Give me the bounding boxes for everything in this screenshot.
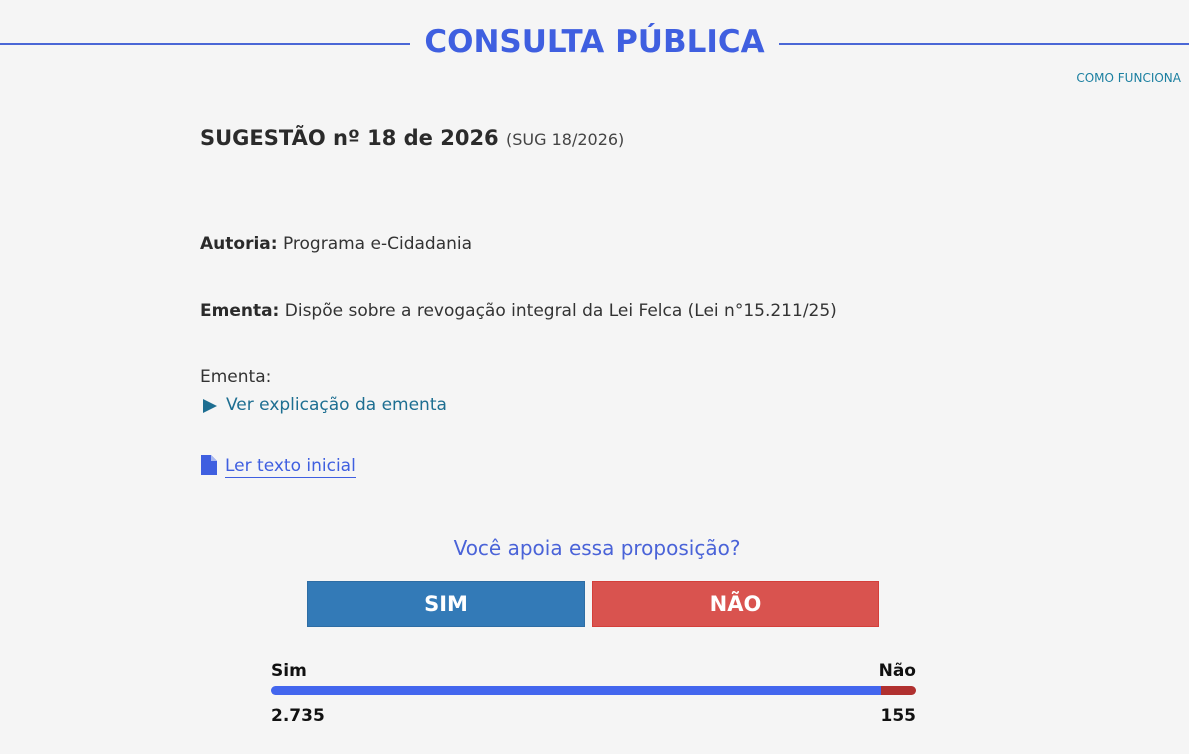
explanation-label: Ementa: — [200, 367, 272, 387]
author: Programa e-Cidadania — [282, 234, 473, 254]
vote-bar — [271, 686, 916, 695]
page-title-text: CONSULTA PÚBLICA — [410, 24, 779, 60]
author-row: Autoria: Programa e-Cidadania — [200, 234, 472, 254]
summary-row: Ementa: Dispõe sobre a revogação integra… — [200, 301, 837, 321]
text-link[interactable]: Ler texto inicial — [225, 456, 356, 478]
no-count: 155 — [880, 706, 917, 726]
vote-segment — [271, 686, 882, 695]
yes-button[interactable]: SIM — [307, 581, 585, 627]
title-rule — [0, 43, 425, 45]
page-title: CONSULTA PÚBLICA — [0, 24, 1189, 60]
vote-segment — [881, 686, 916, 695]
author-label: Autoria: — [200, 234, 278, 254]
summary: Dispõe sobre a revogação integral da Lei… — [284, 301, 837, 321]
help-link[interactable]: COMO FUNCIONA — [1076, 71, 1181, 85]
no-label: Não — [878, 661, 916, 681]
yes-count: 2.735 — [271, 706, 325, 726]
proposal-code: (SUG 18/2026) — [505, 130, 625, 149]
no-button[interactable]: NÃO — [592, 581, 879, 627]
proposal-name: SUGESTÃO nº 18 de 2026 — [200, 126, 499, 150]
proposal-title: SUGESTÃO nº 18 de 2026 (SUG 18/2026) — [200, 126, 624, 150]
summary-label: Ementa: — [200, 301, 280, 321]
explanation-link[interactable]: Ver explicação da ementa — [226, 395, 447, 415]
title-rule — [763, 43, 1189, 45]
expand-icon — [203, 399, 217, 413]
file-icon — [201, 455, 217, 475]
poll-question: Você apoia essa proposição? — [453, 536, 741, 560]
yes-label: Sim — [271, 661, 307, 681]
